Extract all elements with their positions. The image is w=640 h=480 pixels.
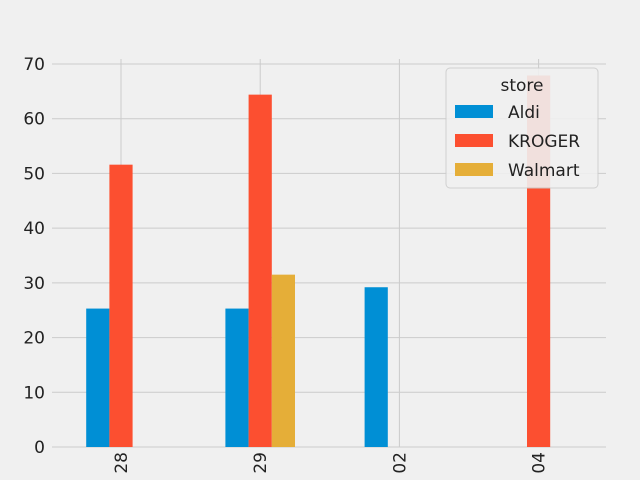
legend-label-kroger: KROGER: [508, 132, 580, 152]
legend-swatch-aldi: [455, 105, 493, 118]
legend-label-walmart: Walmart: [508, 161, 580, 181]
y-tick-label: 60: [23, 110, 45, 130]
bar-aldi-28: [86, 308, 110, 447]
x-tick-label: 04: [530, 452, 550, 474]
legend-label-aldi: Aldi: [508, 103, 540, 123]
y-tick-label: 20: [23, 329, 45, 349]
x-tick-label: 29: [251, 452, 271, 474]
y-tick-label: 0: [34, 438, 45, 458]
x-tick-label: 28: [112, 452, 132, 474]
legend-box: [445, 67, 599, 189]
bar-aldi-02: [364, 287, 388, 447]
y-tick-labels: 0 10 20 30 40 50 60 70: [23, 55, 45, 458]
bar-aldi-29: [225, 308, 249, 447]
y-tick-label: 50: [23, 164, 45, 184]
y-tick-label: 40: [23, 219, 45, 239]
bar-walmart-29: [271, 274, 295, 447]
x-tick-labels: 28 29 02 04: [112, 452, 550, 474]
y-tick-label: 70: [23, 55, 45, 75]
y-tick-label: 10: [23, 383, 45, 403]
legend: store Aldi KROGER Walmart: [445, 67, 599, 189]
legend-title: store: [501, 76, 544, 96]
bar-kroger-28: [109, 164, 133, 447]
x-tick-label: 02: [390, 452, 410, 474]
y-tick-label: 30: [23, 274, 45, 294]
legend-swatch-walmart: [455, 163, 493, 176]
bars: [86, 75, 551, 448]
legend-swatch-kroger: [455, 134, 493, 147]
bar-kroger-29: [248, 94, 272, 447]
